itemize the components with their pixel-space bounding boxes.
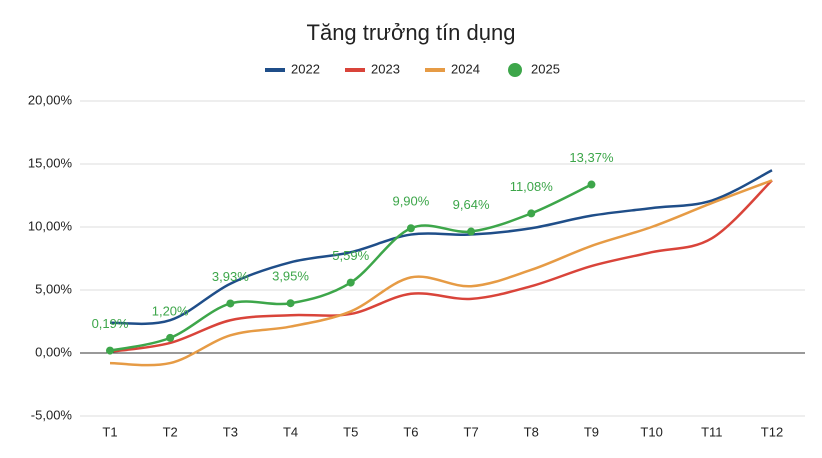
x-tick-label: T7 [464, 424, 479, 439]
series-line [109, 169, 773, 326]
data-label: 9,64% [453, 197, 490, 212]
data-label: 9,90% [392, 194, 429, 209]
point [286, 299, 295, 308]
x-tick-label: T1 [102, 424, 117, 439]
x-tick-label: T3 [223, 424, 238, 439]
data-label: 13,37% [569, 150, 614, 165]
y-tick-label: 10,00% [28, 218, 73, 233]
legend-label: 2025 [531, 61, 560, 76]
data-label: 0,19% [92, 316, 129, 331]
x-tick-label: T11 [701, 424, 722, 439]
x-tick-label: T4 [283, 424, 298, 439]
x-tick-label: T2 [163, 424, 178, 439]
legend-marker [508, 63, 522, 77]
y-tick-label: -5,00% [31, 407, 73, 422]
series-line [109, 179, 773, 353]
y-tick-label: 0,00% [35, 344, 72, 359]
data-label: 11,08% [510, 179, 554, 194]
x-tick-label: T6 [403, 424, 418, 439]
y-tick-label: 5,00% [35, 281, 72, 296]
data-label: 1,20% [152, 303, 189, 318]
legend-label: 2024 [451, 61, 480, 76]
point [166, 333, 175, 342]
x-tick-label: T8 [524, 424, 539, 439]
data-label: 3,93% [212, 269, 249, 284]
point [527, 209, 536, 218]
x-tick-label: T10 [640, 424, 662, 439]
point [346, 278, 355, 287]
data-label: 5,59% [332, 248, 369, 263]
point [467, 227, 476, 236]
point [106, 346, 114, 355]
series-line [109, 179, 773, 367]
point [406, 224, 415, 233]
series-line [109, 183, 592, 352]
legend-label: 2023 [371, 61, 400, 76]
x-tick-label: T5 [343, 424, 358, 439]
chart-title: Tăng trưởng tín dụng [307, 20, 516, 45]
y-tick-label: 20,00% [28, 92, 73, 107]
point [587, 180, 596, 189]
point [226, 299, 235, 308]
x-tick-label: T9 [584, 424, 599, 439]
legend-label: 2022 [291, 61, 320, 76]
data-label: 3,95% [272, 269, 309, 284]
x-tick-label: T12 [761, 424, 783, 439]
y-tick-label: 15,00% [28, 155, 73, 170]
